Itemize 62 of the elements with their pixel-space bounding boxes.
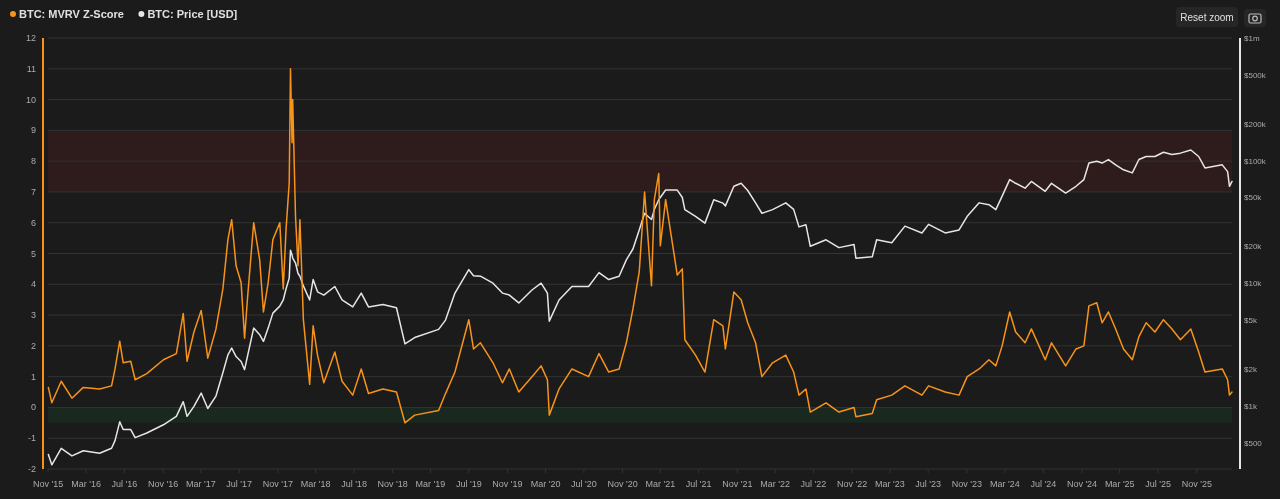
y-tick-label: 6 bbox=[30, 217, 36, 228]
x-tick-label: Jul '17 bbox=[226, 479, 253, 489]
x-tick-label: Nov '21 bbox=[722, 479, 753, 489]
y2-tick-label: $20k bbox=[1244, 242, 1263, 252]
x-tick-label: Nov '18 bbox=[377, 479, 408, 489]
x-tick-label: Jul '23 bbox=[915, 479, 942, 489]
y2-tick-label: $100k bbox=[1244, 156, 1267, 166]
x-tick-label: Nov '17 bbox=[262, 479, 294, 489]
x-tick-label: Nov '22 bbox=[837, 479, 868, 489]
x-tick-label: Mar '25 bbox=[1104, 479, 1135, 489]
x-tick-label: Nov '16 bbox=[148, 479, 179, 489]
x-tick-label: Jul '18 bbox=[341, 479, 367, 489]
x-tick-label: Mar '24 bbox=[990, 479, 1020, 489]
y2-tick-label: $50k bbox=[1244, 193, 1263, 203]
x-tick-label: Mar '22 bbox=[760, 479, 790, 489]
x-tick-label: Nov '23 bbox=[951, 479, 983, 489]
x-tick-label: Jul '24 bbox=[1030, 479, 1057, 489]
y-tick-label: 5 bbox=[30, 248, 36, 259]
y-tick-label: 11 bbox=[26, 63, 36, 74]
x-tick-label: Nov '25 bbox=[1181, 479, 1212, 489]
line-series bbox=[47, 149, 1233, 466]
x-tick-label: Mar '19 bbox=[415, 479, 446, 489]
y-tick-label: 12 bbox=[25, 33, 36, 43]
y2-tick-label: $200k bbox=[1244, 119, 1267, 129]
y2-tick-label: $500k bbox=[1244, 70, 1267, 80]
x-tick-label: Mar '18 bbox=[300, 479, 331, 489]
y-tick-label: -2 bbox=[27, 464, 36, 474]
y-tick-label: -1 bbox=[27, 433, 36, 444]
y-tick-label: 3 bbox=[30, 310, 36, 321]
legend-label: BTC: MVRV Z-Score bbox=[19, 8, 124, 20]
x-tick-label: Nov '19 bbox=[492, 479, 523, 489]
y-tick-label: 1 bbox=[30, 371, 36, 382]
x-tick-label: Nov '24 bbox=[1066, 479, 1098, 489]
y-tick-label: 8 bbox=[30, 156, 36, 167]
y-tick-label: 9 bbox=[30, 125, 36, 136]
x-tick-label: Mar '16 bbox=[71, 479, 101, 489]
x-tick-label: Mar '23 bbox=[874, 479, 905, 489]
y-tick-label: 10 bbox=[25, 94, 36, 105]
x-tick-label: Nov '15 bbox=[32, 479, 64, 489]
x-tick-label: Nov '20 bbox=[607, 479, 638, 489]
y-tick-label: 4 bbox=[30, 279, 36, 290]
y2-tick-label: $10k bbox=[1244, 279, 1263, 289]
y-tick-label: 7 bbox=[30, 186, 36, 197]
y2-tick-label: $1k bbox=[1244, 401, 1258, 411]
text: Reset zoom bbox=[1180, 12, 1234, 23]
y-tick-label: 0 bbox=[30, 402, 36, 413]
x-tick-label: Jul '25 bbox=[1145, 479, 1171, 489]
x-tick-label: Jul '20 bbox=[571, 479, 597, 489]
x-tick-label: Jul '22 bbox=[800, 479, 827, 489]
y-tick-label: 2 bbox=[30, 340, 36, 351]
x-tick-label: Mar '21 bbox=[645, 479, 676, 489]
x-tick-label: Jul '16 bbox=[111, 479, 138, 489]
y2-tick-label: $5k bbox=[1244, 316, 1258, 326]
x-tick-label: Mar '17 bbox=[186, 479, 216, 489]
y2-tick-label: $1m bbox=[1244, 34, 1260, 43]
x-tick-label: Mar '20 bbox=[530, 479, 561, 489]
legend-label: BTC: Price [USD] bbox=[147, 8, 238, 20]
y2-tick-label: $500 bbox=[1244, 438, 1263, 448]
line-series bbox=[47, 68, 1233, 424]
x-tick-label: Jul '21 bbox=[685, 479, 712, 489]
x-tick-label: Jul '19 bbox=[455, 479, 482, 489]
y2-tick-label: $2k bbox=[1244, 364, 1258, 374]
